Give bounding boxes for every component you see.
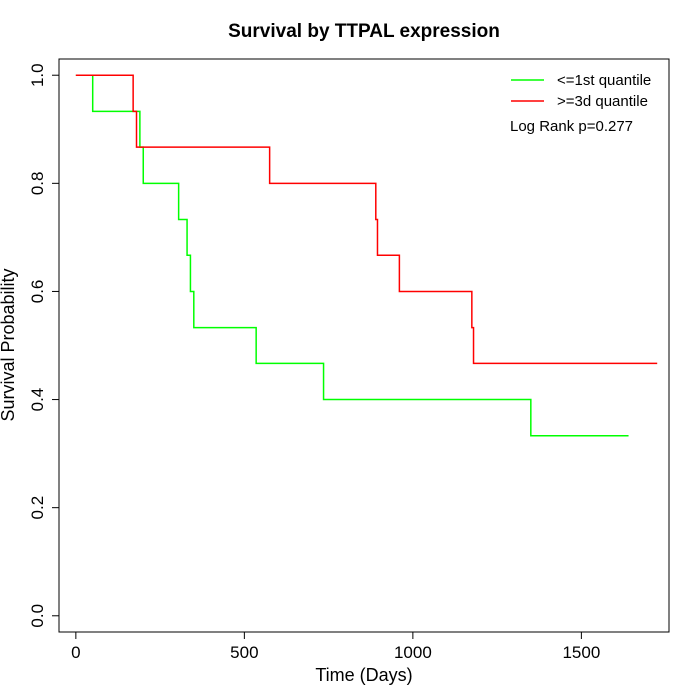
y-tick-label: 0.2 xyxy=(28,496,47,520)
y-axis: 0.0 0.2 0.4 0.6 0.8 1.0 xyxy=(28,63,60,628)
series-line-1 xyxy=(75,74,658,365)
y-axis-label: Survival Probability xyxy=(0,268,18,421)
x-tick-label: 500 xyxy=(230,643,258,662)
legend: <=1st quantile >=3d quantile xyxy=(511,72,651,110)
y-tick-label: 0.8 xyxy=(28,172,47,196)
y-tick-label: 0.6 xyxy=(28,280,47,304)
series-layer xyxy=(75,74,658,437)
x-axis: 0 500 1000 1500 xyxy=(71,631,600,662)
legend-label-0: <=1st quantile xyxy=(557,72,651,89)
x-tick-label: 1500 xyxy=(562,643,600,662)
y-tick-label: 1.0 xyxy=(28,63,47,87)
log-rank-annotation: Log Rank p=0.277 xyxy=(510,118,633,135)
x-tick-label: 1000 xyxy=(394,643,432,662)
x-axis-label: Time (Days) xyxy=(315,665,412,685)
chart-title: Survival by TTPAL expression xyxy=(228,21,500,42)
legend-label-1: >=3d quantile xyxy=(557,93,648,110)
series-line-0 xyxy=(75,74,629,437)
x-tick-label: 0 xyxy=(71,643,80,662)
y-tick-label: 0.4 xyxy=(28,388,47,412)
plot-frame xyxy=(58,58,670,633)
y-tick-label: 0.0 xyxy=(28,604,47,628)
